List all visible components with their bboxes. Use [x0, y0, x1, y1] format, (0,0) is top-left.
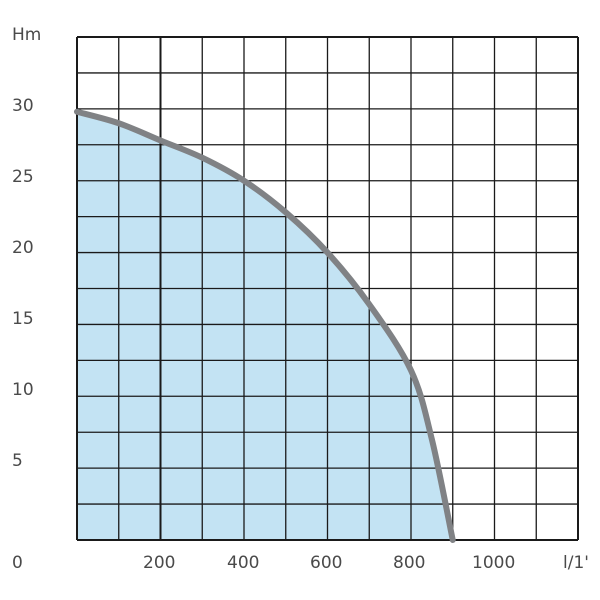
y-axis-unit-label: Hm	[12, 25, 42, 45]
y-tick-25: 25	[12, 167, 34, 187]
curve-fill-area	[77, 111, 453, 540]
x-axis-unit-label: l/1'	[563, 553, 589, 573]
x-tick-400: 400	[227, 553, 260, 573]
origin-label: 0	[12, 553, 23, 573]
chart-grid	[76, 36, 579, 541]
x-tick-1000: 1000	[472, 553, 516, 573]
x-tick-200: 200	[143, 553, 176, 573]
y-tick-20: 20	[12, 238, 34, 258]
pump-curve-line	[74, 108, 456, 543]
y-tick-5: 5	[12, 451, 23, 471]
y-tick-30: 30	[12, 96, 34, 116]
y-tick-10: 10	[12, 380, 34, 400]
x-tick-600: 600	[310, 553, 343, 573]
y-tick-15: 15	[12, 309, 34, 329]
x-tick-800: 800	[393, 553, 426, 573]
